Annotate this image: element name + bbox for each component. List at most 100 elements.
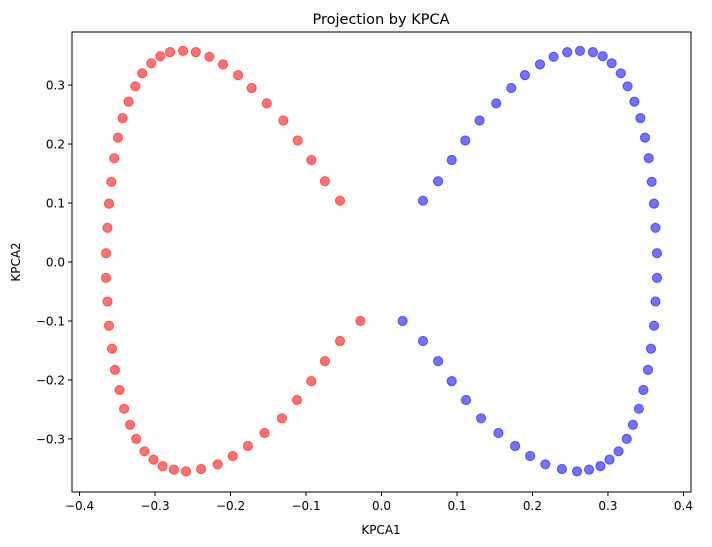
- scatter-point: [476, 413, 487, 424]
- scatter-point: [137, 68, 148, 79]
- scatter-point: [103, 320, 115, 331]
- scatter-point: [509, 440, 521, 452]
- scatter-point: [606, 58, 617, 69]
- scatter-point: [131, 433, 142, 444]
- scatter-point: [621, 433, 632, 444]
- scatter-point: [534, 59, 546, 70]
- scatter-point: [474, 115, 485, 126]
- y-axis: −0.3 −0.2 −0.1 0.0 0.1 0.2 0.3: [36, 79, 72, 446]
- scatter-point: [106, 343, 118, 354]
- scatter-point: [493, 427, 504, 439]
- scatter-point: [233, 70, 244, 81]
- x-tick-label: 0.2: [523, 499, 542, 513]
- x-tick-label: −0.3: [140, 499, 169, 513]
- scatter-point: [562, 47, 573, 58]
- scatter-point: [242, 440, 253, 452]
- scatter-point: [615, 68, 626, 79]
- scatter-point: [103, 198, 115, 209]
- scatter-point: [291, 394, 303, 406]
- scatter-point: [109, 364, 121, 375]
- scatter-point: [139, 446, 150, 457]
- scatter-point: [109, 153, 120, 164]
- scatter-point: [650, 296, 661, 307]
- scatter-point: [217, 59, 229, 70]
- scatter-point: [319, 356, 330, 367]
- scatter-point: [645, 343, 657, 354]
- scatter-point: [642, 364, 654, 375]
- scatter-point: [125, 419, 136, 430]
- scatter-point: [629, 96, 640, 107]
- scatter-point: [639, 132, 651, 143]
- scatter-point: [259, 427, 270, 439]
- points-layer: [100, 45, 663, 477]
- scatter-point: [102, 296, 113, 307]
- scatter-point: [130, 81, 141, 92]
- y-tick-label: 0.0: [46, 256, 65, 270]
- x-tick-label: −0.4: [65, 499, 94, 513]
- scatter-point: [446, 154, 457, 166]
- scatter-point: [278, 115, 289, 126]
- scatter-point: [100, 248, 112, 259]
- scatter-point: [334, 335, 346, 347]
- scatter-point: [100, 272, 112, 283]
- scatter-point: [292, 135, 303, 146]
- scatter-point: [112, 132, 124, 143]
- scatter-point: [196, 463, 207, 475]
- scatter-point: [540, 459, 551, 470]
- scatter-point: [597, 51, 608, 62]
- scatter-point: [227, 450, 238, 462]
- plot-frame: [71, 31, 692, 493]
- scatter-point: [168, 464, 179, 475]
- scatter-point: [319, 176, 330, 187]
- x-axis: −0.4 −0.3 −0.2 −0.1 0.0 0.1 0.2 0.3 0.4: [65, 492, 693, 513]
- scatter-point: [633, 403, 645, 414]
- x-tick-label: −0.2: [216, 499, 245, 513]
- scatter-point: [148, 454, 159, 465]
- chart-title: Projection by KPCA: [313, 12, 450, 28]
- y-axis-label: KPCA2: [9, 242, 23, 281]
- scatter-point: [177, 45, 189, 57]
- y-tick-label: −0.3: [36, 432, 65, 446]
- scatter-point: [622, 81, 633, 92]
- scatter-point: [306, 154, 317, 166]
- scatter-point: [648, 320, 660, 331]
- scatter-point: [204, 51, 215, 62]
- scatter-point: [651, 272, 663, 283]
- scatter-point: [106, 176, 117, 187]
- scatter-point: [613, 446, 624, 457]
- scatter-point: [548, 51, 559, 62]
- scatter-point: [355, 315, 366, 327]
- scatter-point: [643, 153, 654, 164]
- scatter-point: [433, 176, 444, 187]
- scatter-point: [417, 195, 429, 206]
- y-tick-label: 0.2: [46, 138, 65, 152]
- scatter-point: [165, 47, 176, 58]
- scatter-point: [460, 394, 472, 406]
- scatter-point: [556, 463, 568, 475]
- scatter-point: [334, 195, 346, 206]
- scatter-point: [155, 51, 166, 62]
- x-tick-label: 0.3: [598, 499, 617, 513]
- scatter-point: [491, 98, 502, 109]
- scatter-point: [146, 58, 157, 69]
- scatter-point: [587, 47, 599, 58]
- scatter-point: [646, 176, 657, 187]
- scatter-point: [604, 454, 615, 465]
- scatter-point: [212, 459, 223, 470]
- scatter-point: [306, 376, 317, 387]
- scatter-point: [433, 356, 444, 367]
- scatter-point: [460, 135, 471, 146]
- scatter-point: [123, 96, 134, 107]
- scatter-point: [114, 384, 125, 396]
- y-tick-label: 0.1: [46, 197, 65, 211]
- scatter-point: [584, 464, 595, 475]
- x-tick-label: 0.0: [372, 499, 391, 513]
- scatter-point: [397, 315, 408, 327]
- scatter-point: [417, 335, 429, 347]
- x-tick-label: 0.4: [674, 499, 693, 513]
- scatter-point: [506, 82, 517, 94]
- scatter-point: [446, 376, 457, 387]
- scatter-point: [117, 113, 128, 124]
- x-tick-label: −0.1: [291, 499, 320, 513]
